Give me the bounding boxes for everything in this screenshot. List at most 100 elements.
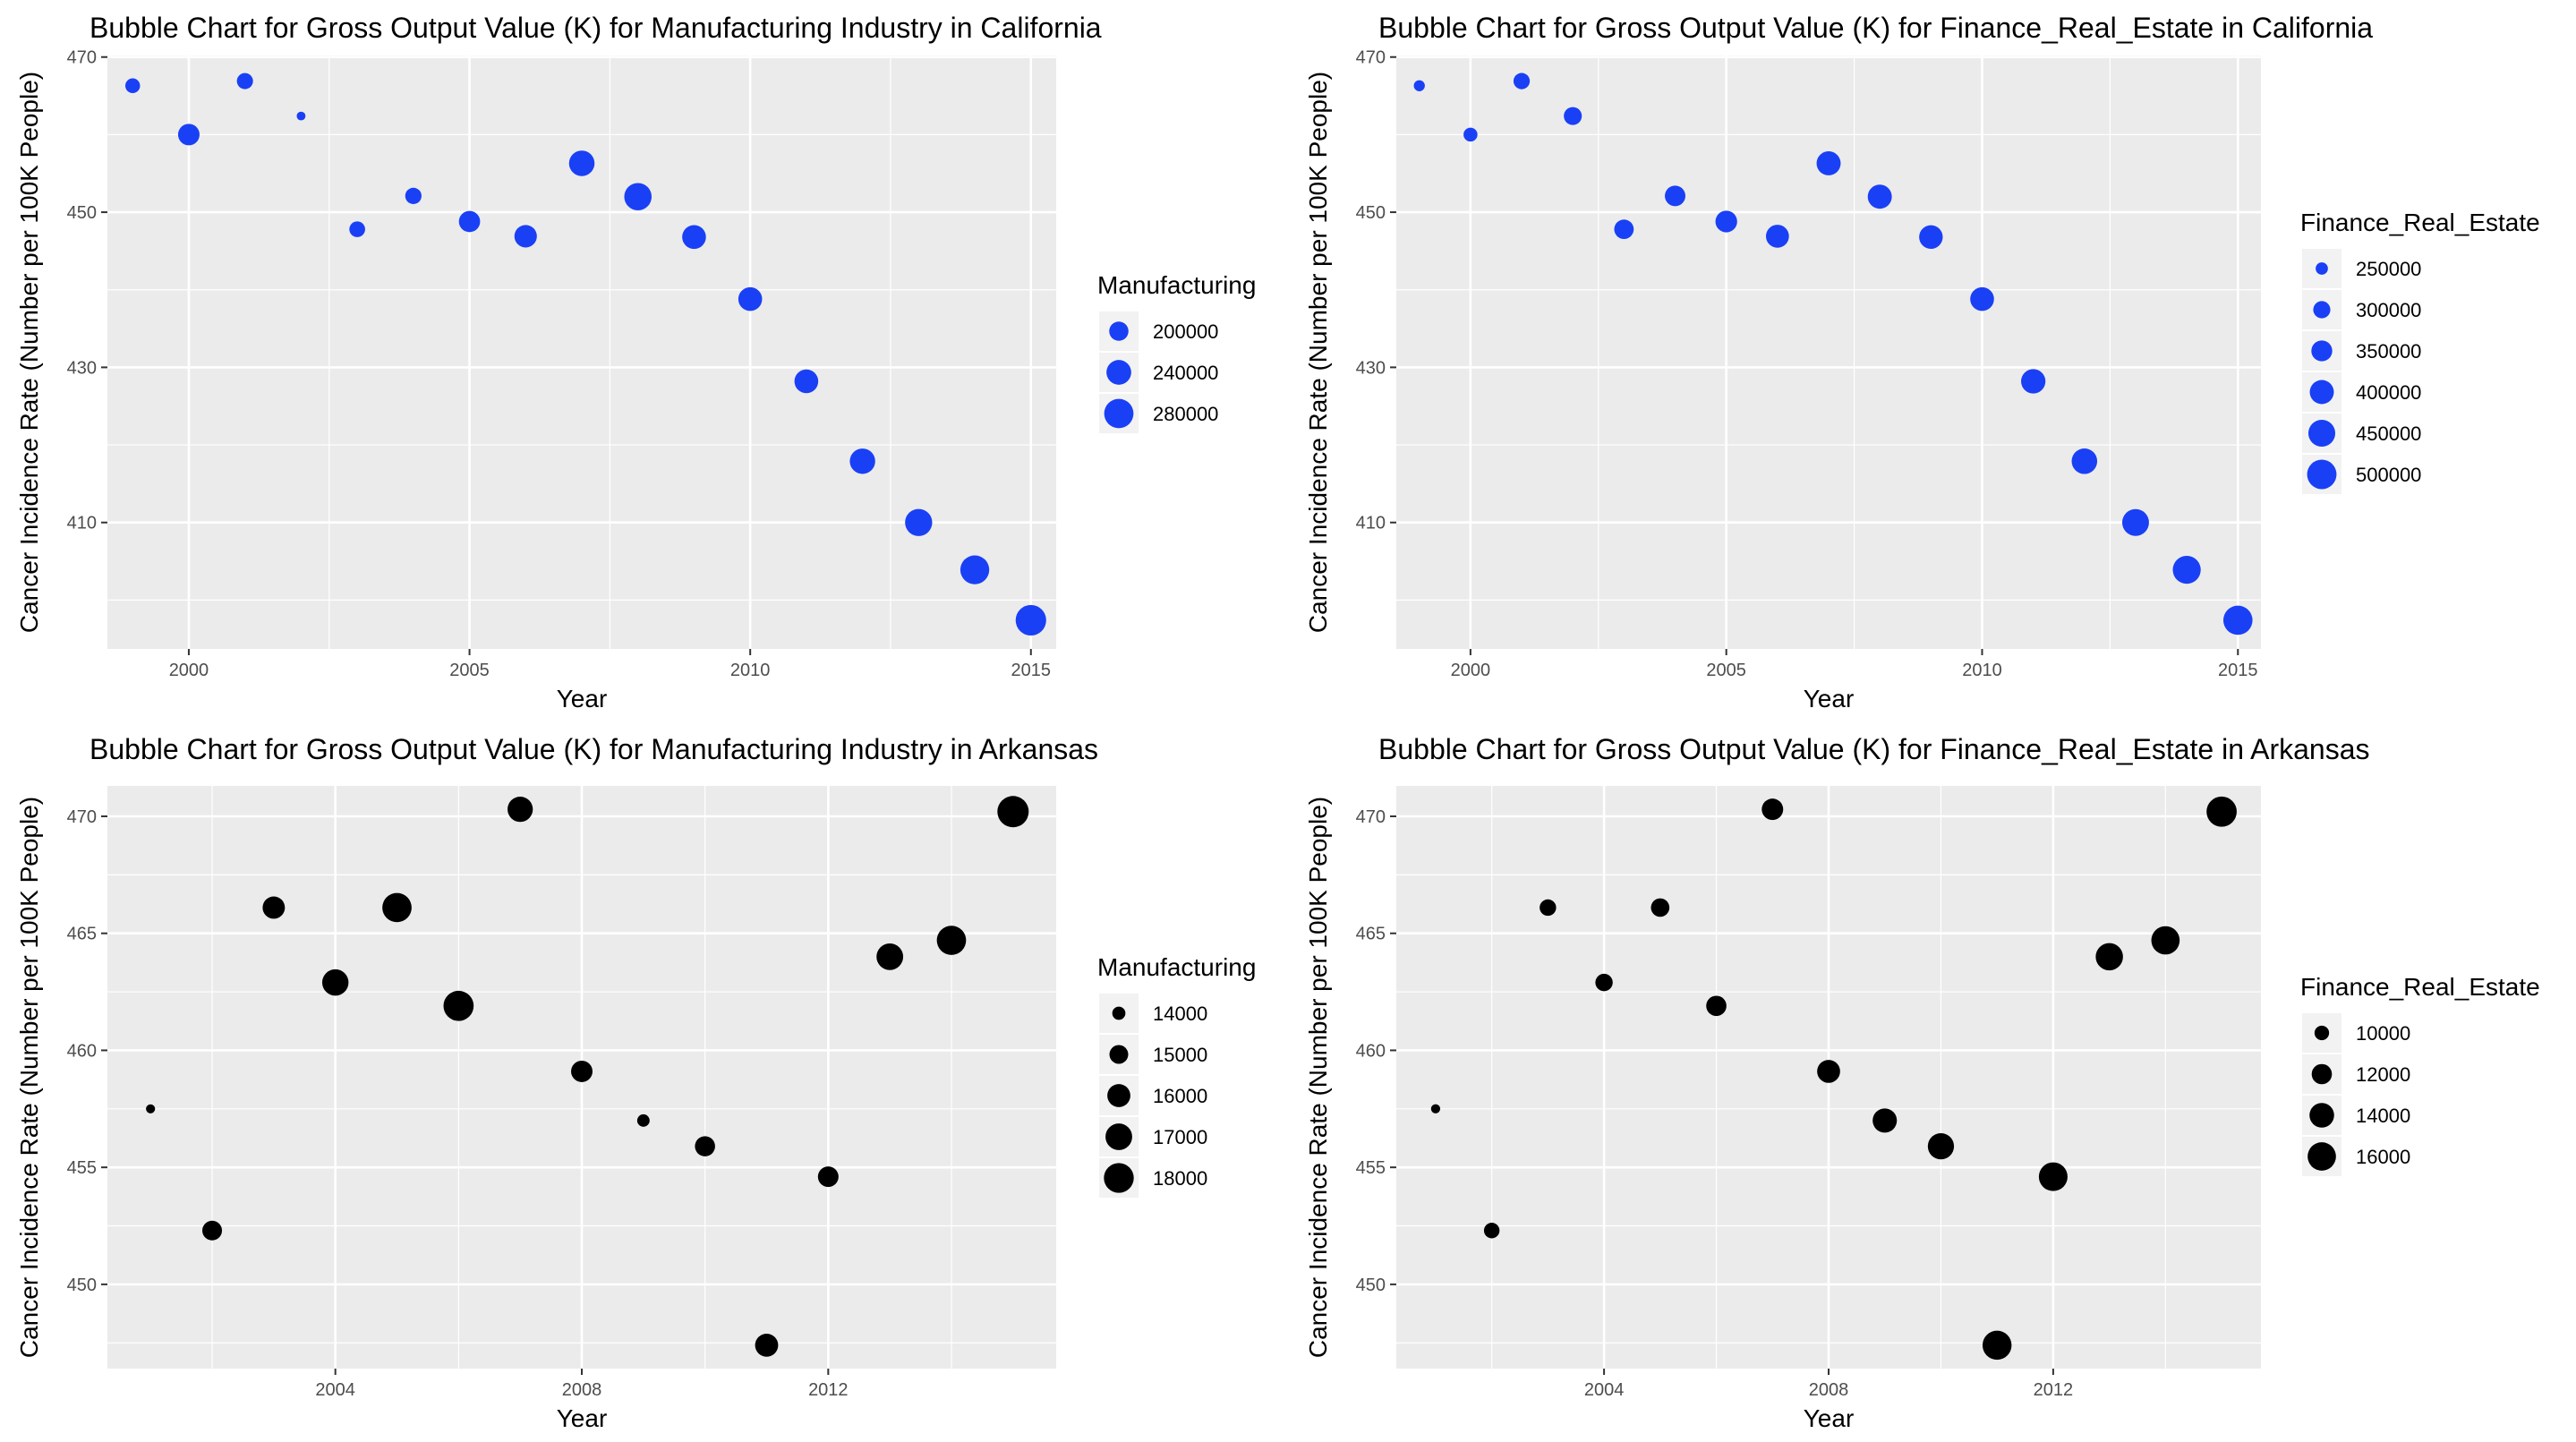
x-axis-label: Year (1804, 1404, 1855, 1432)
bubble-point (443, 990, 474, 1021)
bubble-point (202, 1220, 223, 1241)
bubble-point (1540, 899, 1557, 917)
bubble-point (1867, 184, 1892, 209)
bubble-point (794, 369, 819, 394)
bubble-point (1970, 286, 1994, 311)
legend-label: 18000 (1153, 1167, 1207, 1190)
chart-title: Bubble Chart for Gross Output Value (K) … (90, 733, 1098, 765)
legend-title: Manufacturing (1097, 271, 1256, 299)
y-axis-label: Cancer Incidence Rate (Number per 100K P… (15, 72, 43, 633)
legend-bubble (2313, 301, 2331, 319)
legend-label: 400000 (2356, 381, 2421, 404)
bubble-point (508, 797, 533, 823)
y-tick-label: 410 (1356, 514, 1386, 533)
bubble-point (1513, 73, 1531, 90)
legend-label: 12000 (2356, 1063, 2410, 1086)
legend-bubble (2307, 1142, 2336, 1171)
chart-panel-2: Bubble Chart for Gross Output Value (K) … (1304, 12, 2540, 712)
legend-bubble (2309, 1103, 2334, 1128)
bubble-point (1564, 107, 1582, 125)
x-tick-label: 2012 (2034, 1380, 2074, 1400)
chart-title: Bubble Chart for Gross Output Value (K) … (1378, 12, 2373, 44)
bubble-point (2038, 1162, 2068, 1191)
chart-panel-3: Bubble Chart for Gross Output Value (K) … (15, 733, 1256, 1432)
bubble-point (695, 1136, 715, 1156)
legend-label: 14000 (1153, 1003, 1207, 1025)
x-tick-label: 2000 (1451, 661, 1491, 680)
bubble-point (382, 892, 412, 923)
bubble-point (296, 111, 306, 121)
legend-label: 16000 (2356, 1146, 2410, 1168)
bubble-point (1919, 225, 1943, 249)
bubble-point (1706, 995, 1727, 1017)
x-tick-label: 2004 (1584, 1380, 1625, 1400)
bubble-point (321, 968, 349, 996)
legend-label: 500000 (2356, 464, 2421, 486)
bubble-point (876, 943, 904, 970)
legend-label: 200000 (1153, 320, 1218, 343)
bubble-point (1872, 1108, 1898, 1133)
legend: Manufacturing 14000 15000 16000 17000 18000 (1097, 953, 1256, 1198)
bubble-point (2121, 508, 2149, 536)
x-axis-label: Year (1804, 685, 1855, 712)
x-tick-label: 2015 (2218, 661, 2258, 680)
x-tick-label: 2005 (1706, 661, 1746, 680)
bubble-point (1665, 185, 1686, 207)
x-axis-label: Year (557, 685, 608, 712)
y-tick-label: 455 (67, 1158, 97, 1178)
legend-label: 300000 (2356, 299, 2421, 321)
bubble-point (2095, 943, 2123, 971)
bubble-point (514, 225, 537, 248)
legend-bubble (2316, 262, 2328, 275)
legend-bubble (1104, 1163, 1134, 1193)
x-tick-label: 2000 (169, 661, 209, 680)
legend: Finance_Real_Estate 250000 300000 350000 400… (2300, 209, 2540, 494)
bubble-point (1765, 225, 1789, 248)
chart-panel-1: Bubble Chart for Gross Output Value (K) … (15, 12, 1256, 712)
y-tick-label: 460 (1356, 1041, 1386, 1061)
legend-label: 250000 (2356, 258, 2421, 280)
legend-label: 17000 (1153, 1126, 1207, 1148)
bubble-point (2151, 926, 2180, 955)
legend-label: 350000 (2356, 340, 2421, 363)
bubble-point (1595, 973, 1613, 992)
bubble-point (2172, 555, 2201, 584)
legend-label: 280000 (1153, 403, 1218, 425)
bubble-point (1927, 1132, 1955, 1160)
bubble-point (1015, 604, 1046, 636)
legend-bubble (2311, 1063, 2333, 1085)
legend-bubble (2314, 1025, 2330, 1041)
y-axis-label: Cancer Incidence Rate (Number per 100K P… (15, 797, 43, 1358)
bubble-point (1817, 1060, 1840, 1083)
legend-bubble (2309, 380, 2334, 405)
bubble-point (817, 1166, 839, 1188)
y-tick-label: 450 (67, 1276, 97, 1295)
legend-bubble (1105, 1123, 1132, 1150)
legend-title: Finance_Real_Estate (2300, 973, 2540, 1001)
legend-bubble (2311, 340, 2333, 362)
bubble-point (124, 78, 141, 94)
bubble-point (960, 555, 990, 584)
legend-bubble (1109, 1045, 1129, 1064)
y-tick-label: 430 (67, 358, 97, 378)
y-tick-label: 455 (1356, 1158, 1386, 1178)
x-tick-label: 2008 (562, 1380, 602, 1400)
y-tick-label: 450 (1356, 1276, 1386, 1295)
bubble-point (458, 210, 481, 233)
legend-label: 240000 (1153, 362, 1218, 384)
bubble-point (1430, 1104, 1441, 1113)
x-tick-label: 2005 (449, 661, 490, 680)
x-tick-label: 2012 (808, 1380, 849, 1400)
bubble-point (1715, 210, 1737, 233)
y-tick-label: 470 (1356, 807, 1386, 827)
chart-title: Bubble Chart for Gross Output Value (K) … (90, 12, 1102, 44)
bubble-point (262, 896, 286, 919)
bubble-point (624, 183, 653, 211)
y-tick-label: 430 (1356, 358, 1386, 378)
legend-bubble (1104, 398, 1134, 429)
y-tick-label: 465 (1356, 925, 1386, 944)
x-tick-label: 2015 (1011, 661, 1052, 680)
bubble-point (905, 508, 933, 536)
bubble-point (738, 286, 763, 311)
